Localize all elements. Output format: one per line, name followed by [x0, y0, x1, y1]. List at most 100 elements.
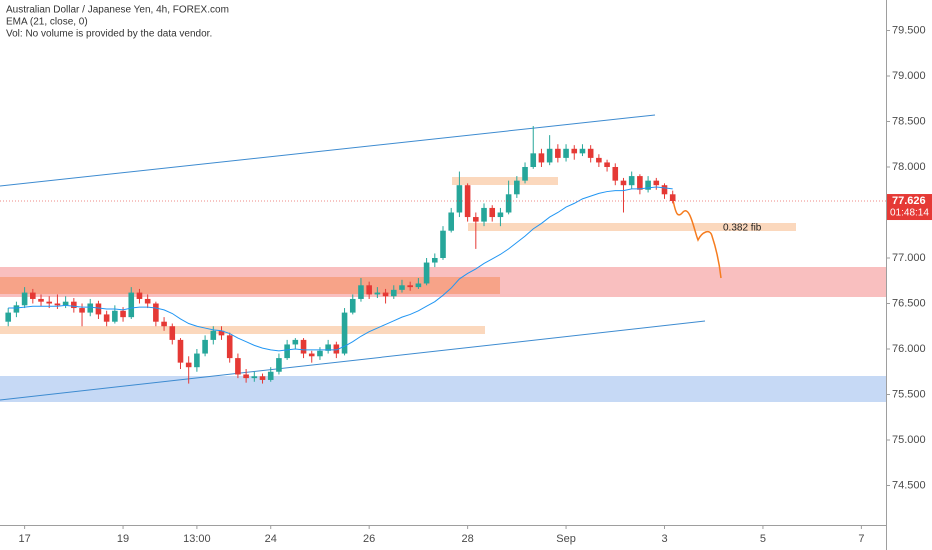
candle-body	[628, 176, 635, 186]
candle-body	[464, 185, 471, 218]
candle-body	[103, 314, 110, 322]
level-box	[0, 326, 485, 334]
candle-body	[604, 162, 610, 167]
candle-body	[530, 153, 537, 167]
candle-body	[194, 353, 200, 368]
candle-body	[497, 212, 504, 218]
candle-body	[538, 153, 545, 163]
candle-body	[407, 285, 413, 288]
candle-body	[71, 301, 77, 309]
x-tick-label: Sep	[556, 533, 576, 545]
candle-body	[210, 330, 217, 340]
level-box	[452, 177, 558, 185]
candle-body	[440, 230, 446, 258]
x-tick-label: 5	[760, 533, 766, 545]
y-tick-label: 75.000	[892, 434, 926, 446]
y-tick-label: 77.000	[892, 252, 926, 264]
candle-body	[546, 148, 553, 163]
candle-body	[514, 180, 520, 195]
candle-body	[596, 157, 602, 163]
candle-body	[251, 376, 258, 379]
candle-body	[341, 312, 348, 354]
candle-body	[136, 292, 143, 299]
candle-body	[358, 285, 364, 299]
candle-body	[79, 308, 85, 313]
candle-body	[637, 176, 643, 190]
candle-body	[325, 344, 331, 351]
candle-body	[456, 185, 463, 213]
candle-body	[226, 335, 233, 359]
candle-body	[448, 212, 455, 231]
candle-body	[587, 148, 594, 158]
ema-line	[8, 186, 673, 352]
candle-body	[267, 371, 274, 380]
candle-body	[669, 194, 676, 202]
candle-body	[661, 185, 668, 195]
candle-body	[120, 310, 126, 318]
last-price-label: 77.626	[892, 195, 926, 207]
candle-body	[21, 292, 28, 306]
candle-body	[390, 289, 397, 297]
candle-body	[489, 207, 496, 218]
candle-body	[243, 374, 249, 379]
x-tick-label: 7	[858, 533, 864, 545]
candle-body	[13, 305, 20, 313]
trend-line	[0, 320, 706, 401]
candle-body	[423, 262, 430, 284]
countdown-label: 01:48:14	[890, 208, 929, 219]
candle-body	[481, 207, 487, 222]
candle-body	[87, 303, 94, 313]
candle-body	[5, 312, 12, 322]
candle-body	[374, 292, 381, 295]
candle-body	[366, 285, 372, 295]
x-tick-label: 3	[661, 533, 667, 545]
candle-body	[202, 339, 208, 354]
candle-body	[522, 166, 528, 181]
candle-body	[218, 330, 225, 336]
candle-body	[169, 326, 176, 340]
candle-body	[653, 180, 660, 186]
x-tick-label: 28	[461, 533, 473, 545]
candle-body	[46, 301, 53, 304]
candle-body	[612, 166, 619, 181]
volume-note: Vol: No volume is provided by the data v…	[6, 29, 212, 40]
x-tick-label: 19	[117, 533, 129, 545]
candle-body	[505, 194, 512, 213]
candle-body	[579, 148, 586, 154]
plot	[0, 126, 886, 384]
candle-body	[563, 148, 569, 158]
candle-body	[276, 358, 282, 372]
candle-body	[571, 148, 578, 154]
candle-body	[153, 303, 159, 322]
y-tick-label: 78.000	[892, 161, 926, 173]
candle-body	[431, 257, 438, 263]
support-zone	[0, 376, 886, 402]
candle-body	[333, 344, 340, 354]
candle-body	[177, 339, 184, 363]
candle-body	[382, 292, 389, 297]
candle-body	[308, 353, 315, 357]
y-tick-label: 76.000	[892, 343, 926, 355]
candle-body	[399, 285, 405, 290]
candle-body	[645, 180, 651, 190]
y-tick-label: 78.500	[892, 115, 926, 127]
candle-body	[54, 303, 61, 306]
candle-body	[473, 217, 479, 222]
y-tick-label: 79.500	[892, 24, 926, 36]
candle-body	[95, 303, 102, 315]
fib-label: 0.382 fib	[723, 223, 762, 234]
x-tick-label: 24	[265, 533, 277, 545]
candle-body	[112, 310, 118, 322]
candle-body	[38, 298, 44, 302]
y-tick-label: 74.500	[892, 479, 926, 491]
x-tick-label: 13:00	[183, 533, 211, 545]
candle-body	[185, 362, 192, 368]
last-price-box	[887, 194, 932, 221]
candle-body	[620, 180, 627, 186]
candle-body	[128, 292, 135, 318]
candle-body	[349, 298, 356, 313]
candle-body	[30, 292, 36, 299]
chart-title: Australian Dollar / Japanese Yen, 4h, FO…	[6, 5, 229, 16]
y-tick-label: 79.000	[892, 70, 926, 82]
